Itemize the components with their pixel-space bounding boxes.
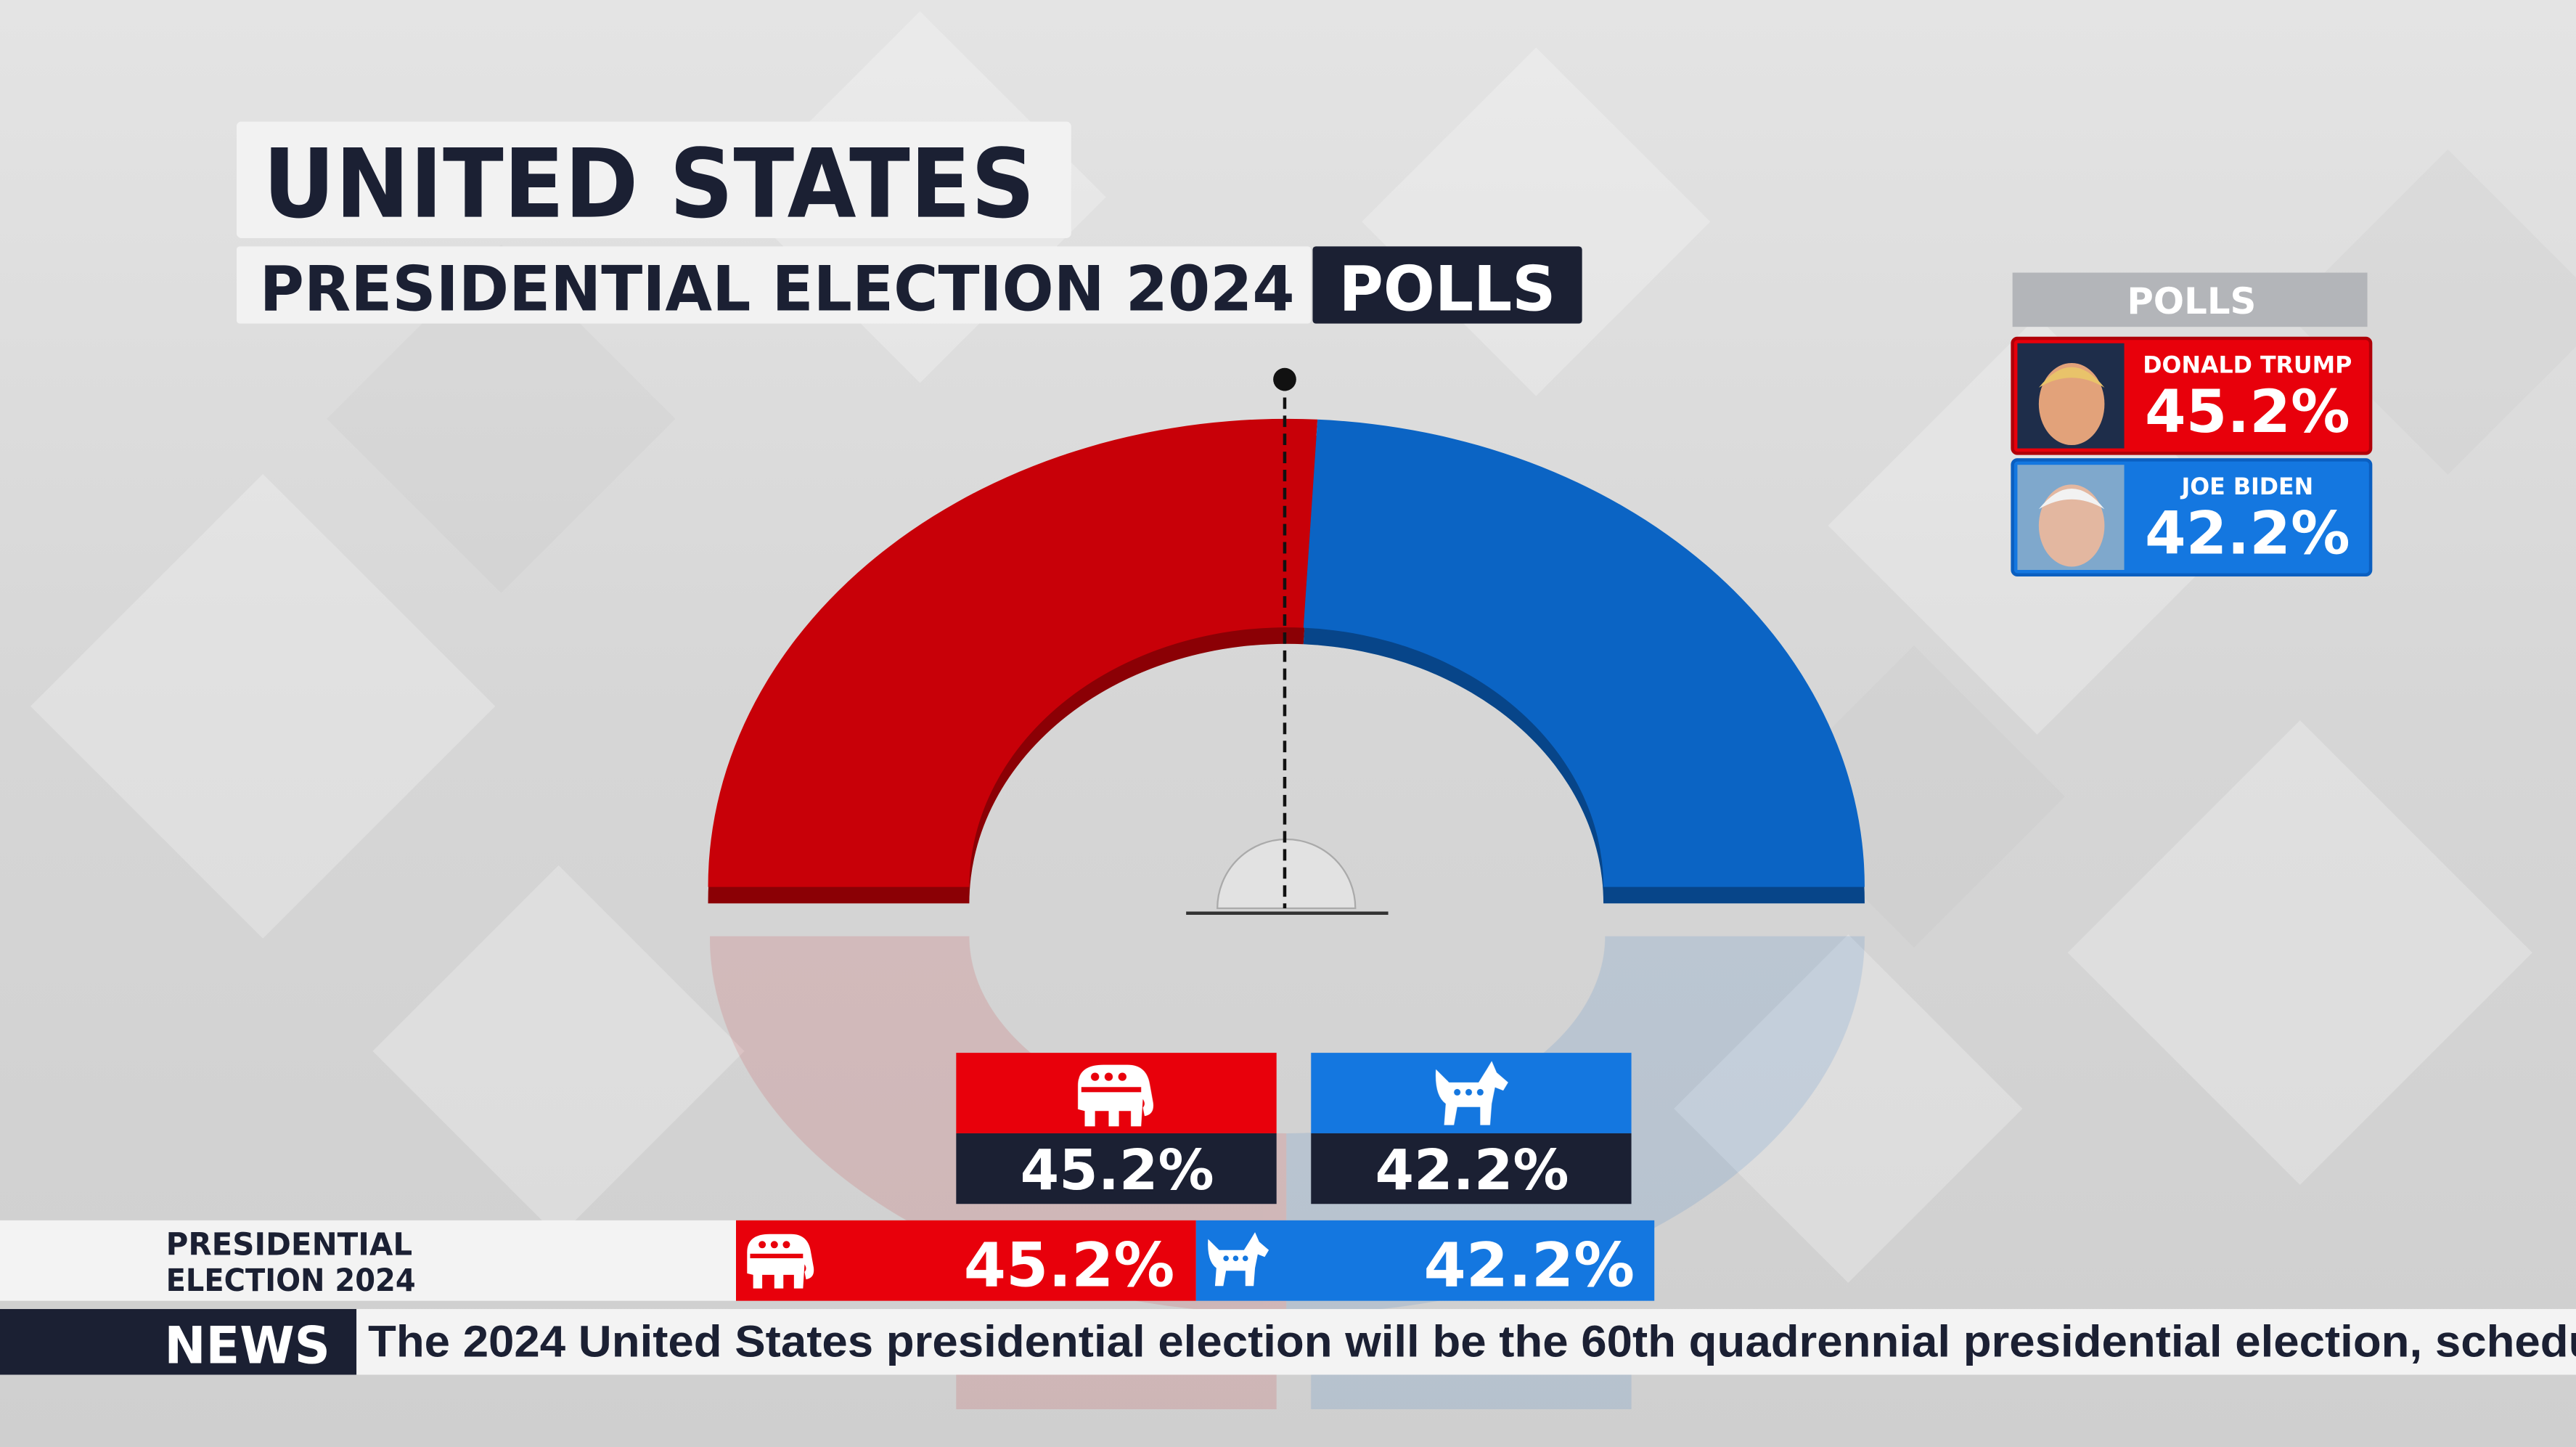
value-label: 45.2% [1021, 1138, 1214, 1203]
candidate-hair [2038, 367, 2105, 388]
badge-box [1312, 246, 1582, 324]
title: UNITED STATES [263, 129, 1035, 240]
pointer-head [1273, 367, 1296, 391]
candidate-name: JOE BIDEN [2180, 474, 2313, 500]
value-label: 42.2% [1375, 1138, 1569, 1203]
title-box [236, 121, 1071, 239]
candidate-name: DONALD TRUMP [2143, 353, 2352, 379]
lower-red-box [736, 1220, 1196, 1301]
subtitle: PRESIDENTIAL ELECTION 2024 [260, 253, 1295, 326]
panel-title: POLLS [2127, 280, 2256, 322]
lower-value-label: 45.2% [964, 1229, 1175, 1300]
value-box [956, 1133, 1277, 1205]
candidate-value: 42.2% [2145, 499, 2350, 568]
lower-label: ELECTION 2024 [166, 1263, 416, 1299]
subtitle-box [236, 246, 1312, 324]
candidate-face [2038, 484, 2105, 567]
gauge-segment [1303, 419, 1865, 887]
lower-label-box [0, 1220, 736, 1301]
value-box [1311, 1133, 1632, 1205]
lower-value-label: 42.2% [1424, 1229, 1635, 1300]
candidate-hair [2038, 489, 2105, 510]
candidate-face [2038, 362, 2105, 446]
lower-label: PRESIDENTIAL [166, 1226, 413, 1263]
badge: POLLS [1339, 253, 1556, 326]
ticker-label-box [0, 1308, 357, 1375]
panel-header [2012, 272, 2368, 327]
gauge [708, 418, 1865, 904]
ticker-label: NEWS [164, 1316, 330, 1376]
gauge-segment [708, 418, 1318, 887]
candidate-value: 45.2% [2145, 378, 2350, 447]
ticker-text: The 2024 United States presidential elec… [368, 1317, 2576, 1366]
ticker-box [356, 1308, 2576, 1375]
ticker-clip: The 2024 United States presidential elec… [368, 1317, 2576, 1366]
lower-blue-box [1195, 1220, 1655, 1301]
